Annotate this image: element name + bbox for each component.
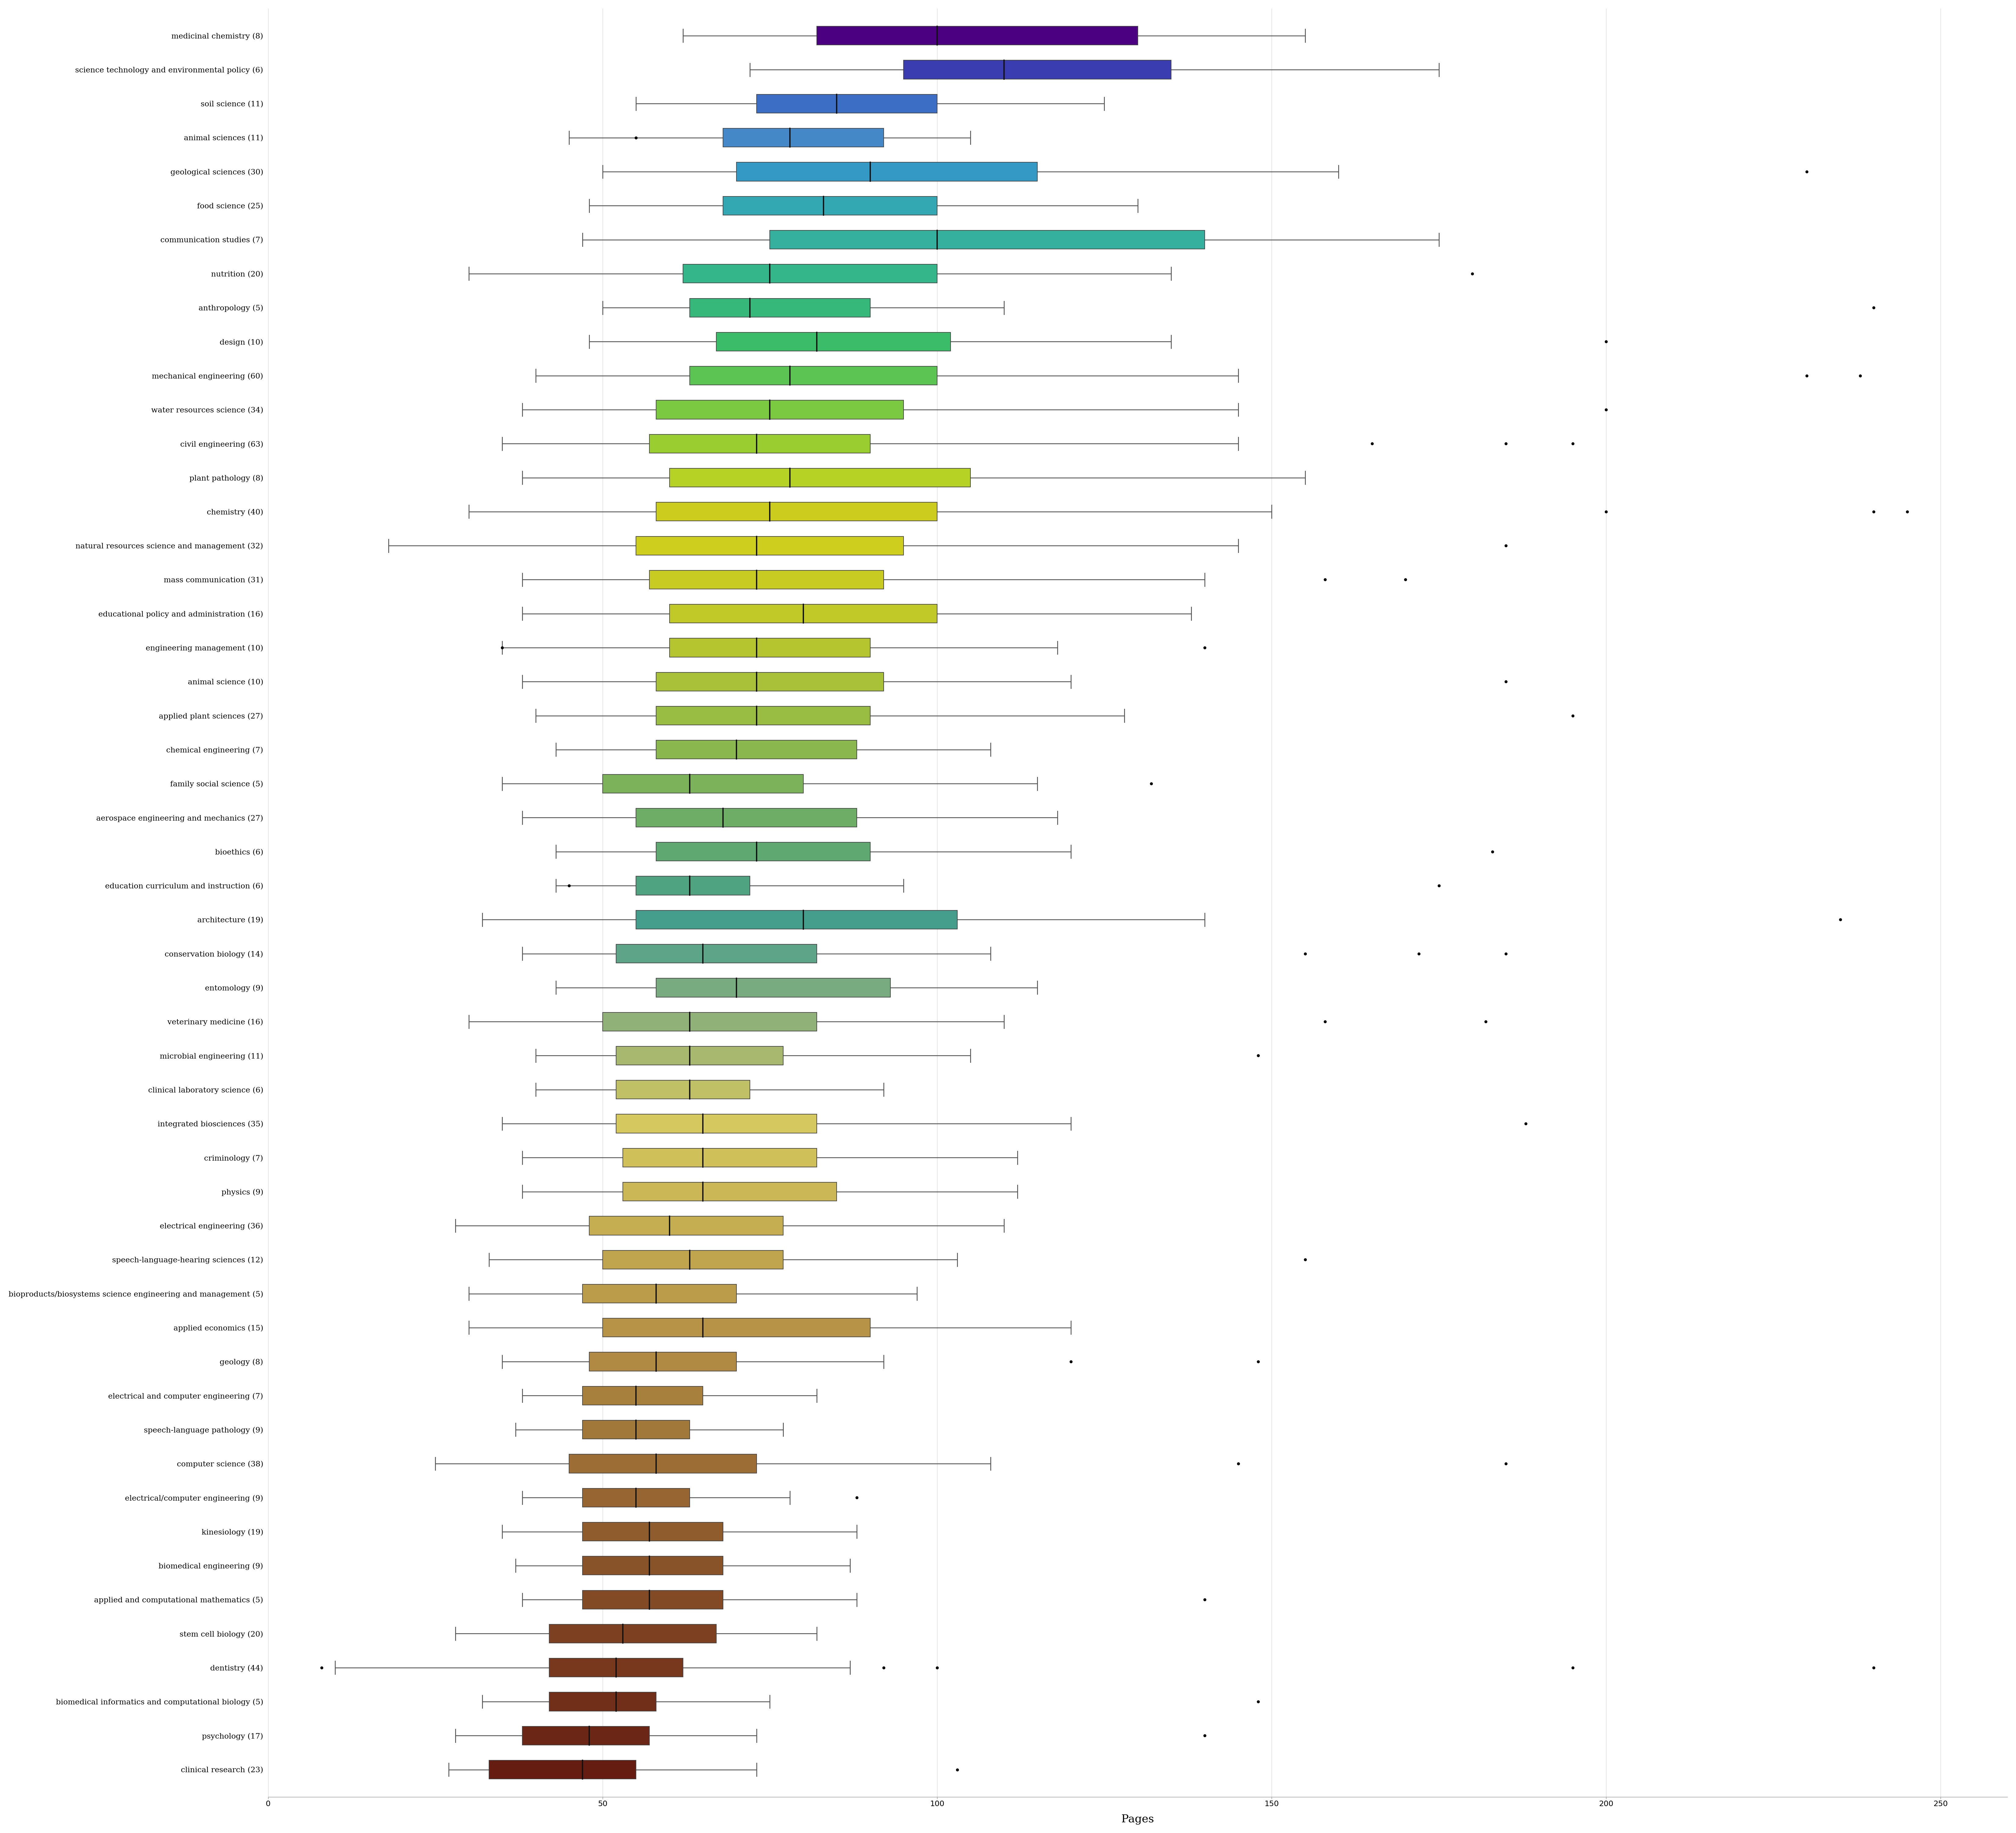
- FancyBboxPatch shape: [548, 1624, 716, 1642]
- FancyBboxPatch shape: [683, 264, 937, 282]
- FancyBboxPatch shape: [637, 537, 903, 555]
- FancyBboxPatch shape: [724, 128, 883, 147]
- FancyBboxPatch shape: [655, 979, 891, 997]
- FancyBboxPatch shape: [655, 741, 857, 759]
- FancyBboxPatch shape: [669, 467, 970, 488]
- X-axis label: Pages: Pages: [1121, 1815, 1153, 1824]
- FancyBboxPatch shape: [490, 1760, 637, 1780]
- FancyBboxPatch shape: [603, 1318, 871, 1336]
- FancyBboxPatch shape: [569, 1454, 756, 1474]
- FancyBboxPatch shape: [522, 1727, 649, 1745]
- FancyBboxPatch shape: [689, 299, 871, 317]
- FancyBboxPatch shape: [669, 605, 937, 623]
- FancyBboxPatch shape: [583, 1591, 724, 1609]
- FancyBboxPatch shape: [603, 774, 802, 794]
- FancyBboxPatch shape: [655, 502, 937, 521]
- FancyBboxPatch shape: [756, 93, 937, 114]
- FancyBboxPatch shape: [724, 196, 937, 214]
- FancyBboxPatch shape: [583, 1521, 724, 1542]
- FancyBboxPatch shape: [548, 1659, 683, 1677]
- FancyBboxPatch shape: [736, 163, 1038, 181]
- FancyBboxPatch shape: [649, 570, 883, 588]
- FancyBboxPatch shape: [655, 706, 871, 726]
- FancyBboxPatch shape: [617, 1047, 784, 1065]
- FancyBboxPatch shape: [617, 944, 816, 962]
- FancyBboxPatch shape: [589, 1217, 784, 1235]
- FancyBboxPatch shape: [669, 638, 871, 656]
- FancyBboxPatch shape: [655, 400, 903, 420]
- FancyBboxPatch shape: [623, 1147, 816, 1168]
- FancyBboxPatch shape: [603, 1250, 784, 1268]
- FancyBboxPatch shape: [637, 911, 958, 929]
- FancyBboxPatch shape: [637, 808, 857, 827]
- FancyBboxPatch shape: [655, 673, 883, 691]
- FancyBboxPatch shape: [655, 843, 871, 862]
- FancyBboxPatch shape: [689, 367, 937, 385]
- FancyBboxPatch shape: [583, 1488, 689, 1507]
- FancyBboxPatch shape: [583, 1285, 736, 1303]
- FancyBboxPatch shape: [603, 1012, 816, 1030]
- FancyBboxPatch shape: [583, 1421, 689, 1439]
- FancyBboxPatch shape: [583, 1386, 704, 1404]
- FancyBboxPatch shape: [617, 1080, 750, 1100]
- FancyBboxPatch shape: [770, 231, 1206, 249]
- FancyBboxPatch shape: [716, 332, 950, 352]
- FancyBboxPatch shape: [649, 434, 871, 453]
- FancyBboxPatch shape: [637, 876, 750, 895]
- FancyBboxPatch shape: [816, 26, 1137, 46]
- FancyBboxPatch shape: [623, 1182, 837, 1201]
- FancyBboxPatch shape: [548, 1692, 655, 1710]
- FancyBboxPatch shape: [617, 1114, 816, 1133]
- FancyBboxPatch shape: [589, 1353, 736, 1371]
- FancyBboxPatch shape: [903, 60, 1171, 79]
- FancyBboxPatch shape: [583, 1556, 724, 1575]
